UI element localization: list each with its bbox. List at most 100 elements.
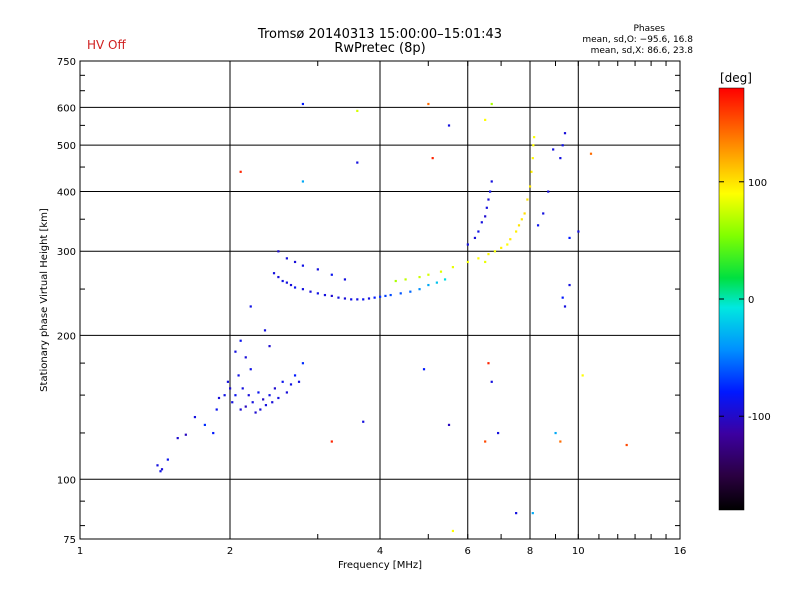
data-point: [247, 394, 250, 397]
data-point: [399, 292, 402, 295]
data-point: [293, 260, 297, 264]
phases-heading: Phases: [633, 24, 665, 34]
data-point: [301, 102, 305, 106]
data-point: [451, 529, 455, 533]
data-point: [473, 236, 477, 240]
data-point: [484, 118, 487, 122]
data-point: [533, 136, 536, 139]
data-point: [203, 423, 206, 427]
data-point: [316, 292, 319, 295]
y-tick-label: 750: [57, 57, 76, 68]
data-point: [356, 109, 359, 113]
data-point: [234, 350, 237, 353]
data-point: [277, 250, 280, 253]
data-point: [268, 394, 271, 397]
data-point: [301, 180, 305, 183]
data-point: [409, 290, 412, 293]
y-tick-label: 400: [57, 187, 76, 198]
data-point: [264, 404, 268, 407]
data-point: [447, 423, 451, 427]
data-point: [435, 281, 438, 284]
data-point: [384, 294, 387, 298]
data-point: [480, 221, 483, 224]
data-point: [515, 230, 518, 233]
colorbar-tick-label: -100: [748, 412, 771, 423]
data-point: [493, 250, 497, 253]
data-point: [487, 362, 490, 365]
data-point: [356, 298, 359, 301]
data-point: [563, 132, 567, 135]
y-tick-label: 200: [57, 331, 76, 342]
colorbar-ticks: 100 0 -100: [719, 178, 771, 423]
data-point: [356, 161, 359, 164]
data-point: [249, 305, 252, 308]
data-point: [532, 144, 535, 147]
data-point: [184, 433, 187, 436]
x-tick-label: 1: [77, 546, 83, 557]
data-point: [277, 275, 280, 279]
x-axis-ticks: 1 2 4 6 8 10 16: [77, 61, 687, 557]
data-point: [490, 102, 493, 106]
data-point: [477, 257, 480, 260]
data-point: [293, 374, 297, 377]
data-point: [418, 275, 421, 279]
data-point: [166, 458, 169, 461]
data-point: [285, 391, 288, 394]
phases-x-stats: mean, sd,X: 86.6, 23.8: [590, 46, 693, 56]
data-point: [466, 243, 469, 246]
data-point: [323, 293, 327, 297]
data-point: [159, 470, 162, 473]
x-tick-label: 4: [377, 546, 383, 557]
data-point: [350, 298, 353, 301]
data-point: [176, 436, 179, 440]
data-point: [234, 394, 237, 397]
data-point: [367, 297, 371, 300]
data-point: [389, 293, 392, 297]
y-axis-ticks: 75 100 200 300 400 500 600 750: [57, 57, 680, 546]
data-point: [484, 440, 487, 443]
data-point: [520, 218, 523, 221]
y-tick-label: 300: [57, 247, 76, 258]
x-tick-label: 16: [674, 546, 687, 557]
colorbar-label: [deg]: [720, 71, 752, 85]
data-point: [542, 212, 545, 215]
data-point: [561, 144, 564, 147]
data-point: [362, 420, 365, 423]
data-point: [485, 206, 488, 209]
data-point: [559, 157, 562, 160]
data-point: [249, 368, 252, 371]
data-point: [506, 243, 509, 246]
data-point: [330, 294, 333, 298]
data-point: [418, 288, 421, 291]
data-point: [285, 281, 288, 284]
data-point: [273, 387, 276, 390]
data-point: [293, 286, 297, 289]
data-point: [577, 230, 580, 233]
data-point: [487, 253, 490, 256]
data-point: [490, 180, 493, 183]
data-point: [515, 512, 518, 515]
x-tick-label: 2: [227, 546, 233, 557]
data-point: [404, 278, 407, 281]
chart-title: Tromsø 20140313 15:00:00–15:01:43: [257, 27, 503, 42]
data-point: [257, 391, 260, 394]
data-point: [477, 230, 480, 233]
data-point: [531, 512, 534, 515]
data-point: [343, 297, 347, 300]
data-point: [362, 298, 365, 301]
x-tick-label: 8: [527, 546, 533, 557]
data-point: [379, 295, 382, 298]
data-point: [239, 339, 242, 342]
data-point: [212, 431, 215, 435]
y-tick-label: 600: [57, 103, 76, 114]
hv-status-label: HV Off: [87, 38, 126, 52]
data-point: [301, 288, 305, 291]
data-point: [254, 411, 257, 414]
data-point: [259, 408, 262, 411]
data-point: [271, 401, 274, 404]
x-tick-label: 6: [465, 546, 471, 557]
data-point: [156, 464, 159, 467]
x-axis-label: Frequency [MHz]: [338, 560, 422, 571]
data-point: [193, 415, 197, 419]
